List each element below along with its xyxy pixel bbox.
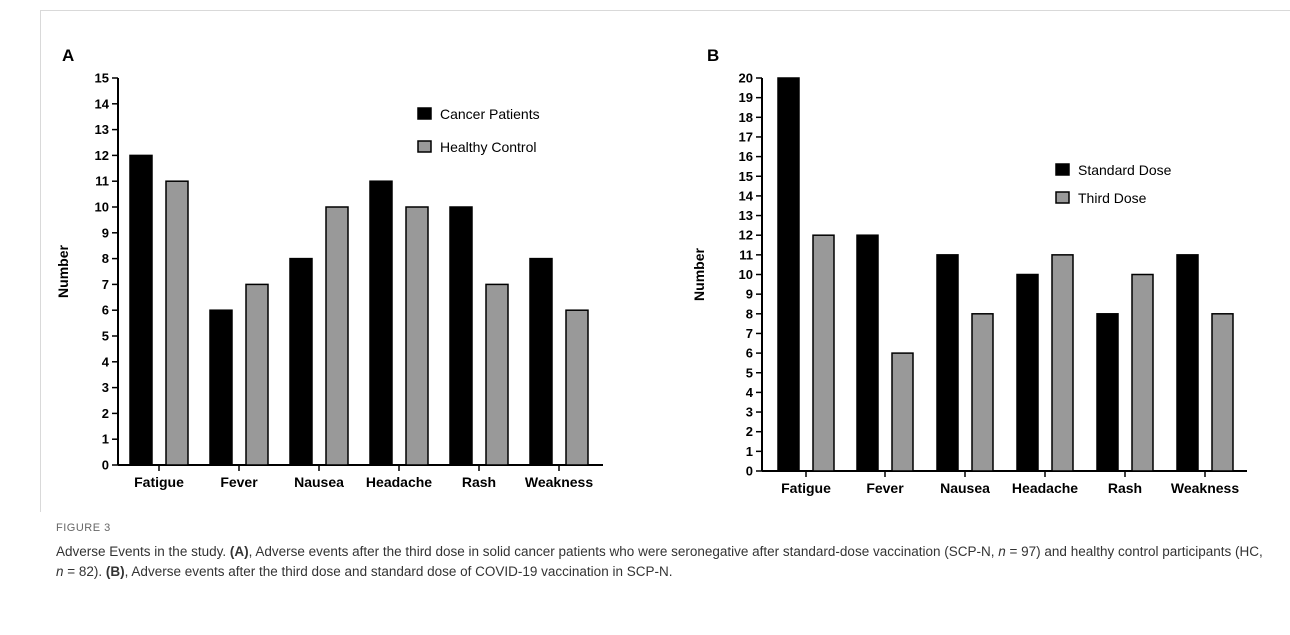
y-tick-label: 18 [739,110,753,125]
y-tick-label: 7 [746,326,753,341]
y-tick-label: 3 [746,405,753,420]
bar-fever-2 [245,283,269,466]
x-category-label: Fatigue [781,480,831,496]
y-tick-label: 19 [739,90,753,105]
y-tick-label: 13 [739,208,753,223]
y-tick-label: 8 [746,306,753,321]
bar-rash-1 [1096,313,1119,472]
y-tick-label: 2 [746,424,753,439]
caption-text-5: , Adverse events after the third dose an… [124,564,673,579]
y-tick-label: 11 [95,174,109,189]
legend-label-1: Standard Dose [1078,162,1172,178]
y-tick-label: 5 [746,365,753,380]
caption-text-4: = 82). [63,564,106,579]
legend-swatch-1 [1055,163,1070,176]
bar-headache-2 [405,206,429,466]
y-tick-label: 0 [102,458,109,473]
x-category-label: Weakness [1171,480,1239,496]
y-tick-label: 8 [102,251,109,266]
y-tick-label: 17 [739,129,753,144]
bar-headache-1 [1016,273,1039,472]
y-axis-label: Number [691,248,707,301]
figure-label: FIGURE 3 [56,522,111,534]
legend-label-1: Cancer Patients [440,106,540,122]
x-category-label: Nausea [940,480,990,496]
y-tick-label: 9 [746,287,753,302]
y-tick-label: 15 [95,71,109,86]
bar-fatigue-2 [165,180,189,466]
figure-frame [40,10,1290,512]
y-tick-label: 14 [739,188,754,203]
y-tick-label: 6 [102,303,109,318]
x-category-label: Rash [1108,480,1142,496]
y-tick-label: 16 [739,149,753,164]
bar-rash-1 [449,206,473,466]
bar-headache-2 [1051,254,1074,472]
y-tick-label: 4 [102,354,110,369]
bar-nausea-2 [325,206,349,466]
y-tick-label: 3 [102,380,109,395]
y-tick-label: 12 [739,228,753,243]
bar-nausea-1 [289,257,313,466]
panel-letter-b: B [707,46,719,65]
x-category-label: Fatigue [134,474,184,490]
caption-n-1: n [998,544,1006,559]
legend-swatch-1 [417,107,432,120]
y-tick-label: 13 [95,122,109,137]
figure-caption-text: Adverse Events in the study. (A), Advers… [56,542,1266,582]
y-tick-label: 12 [95,148,109,163]
bar-fatigue-1 [777,77,800,472]
bar-nausea-1 [936,254,959,472]
x-category-label: Nausea [294,474,344,490]
x-category-label: Fever [220,474,258,490]
caption-text-3: = 97) and healthy control participants (… [1005,544,1263,559]
y-axis-label: Number [55,245,71,298]
y-tick-label: 1 [102,432,109,447]
legend-label-2: Healthy Control [440,139,537,155]
caption-bold-b: (B) [105,564,125,579]
bar-rash-2 [485,283,509,466]
bar-fever-1 [209,309,233,466]
y-tick-label: 2 [102,406,109,421]
panel-letter-a: A [62,46,74,65]
legend-label-2: Third Dose [1078,190,1147,206]
y-tick-label: 6 [746,346,753,361]
x-category-label: Fever [866,480,904,496]
bar-headache-1 [369,180,393,466]
y-tick-label: 5 [102,329,109,344]
x-category-label: Rash [462,474,496,490]
figure-caption: FIGURE 3 Adverse Events in the study. (A… [56,522,1266,582]
y-tick-label: 11 [739,247,753,262]
bar-weakness-1 [529,257,553,466]
bar-rash-2 [1131,273,1154,472]
y-tick-label: 20 [739,71,753,86]
y-tick-label: 10 [95,200,109,215]
bar-fever-1 [856,234,879,472]
x-category-label: Headache [1012,480,1078,496]
bar-weakness-2 [565,309,589,466]
y-tick-label: 1 [746,444,753,459]
y-tick-label: 10 [739,267,753,282]
x-category-label: Weakness [525,474,593,490]
caption-bold-a: (A) [229,544,249,559]
caption-text-2: , Adverse events after the third dose in… [248,544,999,559]
bar-fever-2 [891,352,914,472]
legend-swatch-2 [1055,191,1070,204]
y-tick-label: 9 [102,225,109,240]
bar-fatigue-2 [812,234,835,472]
caption-text-1: Adverse Events in the study. [56,544,230,559]
caption-n-2: n [56,564,64,579]
bar-weakness-1 [1176,254,1199,472]
bar-fatigue-1 [129,154,153,466]
legend-swatch-2 [417,140,432,153]
bar-nausea-2 [971,313,994,472]
x-category-label: Headache [366,474,432,490]
y-tick-label: 4 [746,385,754,400]
bar-weakness-2 [1211,313,1234,472]
y-tick-label: 0 [746,464,753,479]
y-tick-label: 15 [739,169,753,184]
y-tick-label: 14 [95,96,110,111]
y-tick-label: 7 [102,277,109,292]
